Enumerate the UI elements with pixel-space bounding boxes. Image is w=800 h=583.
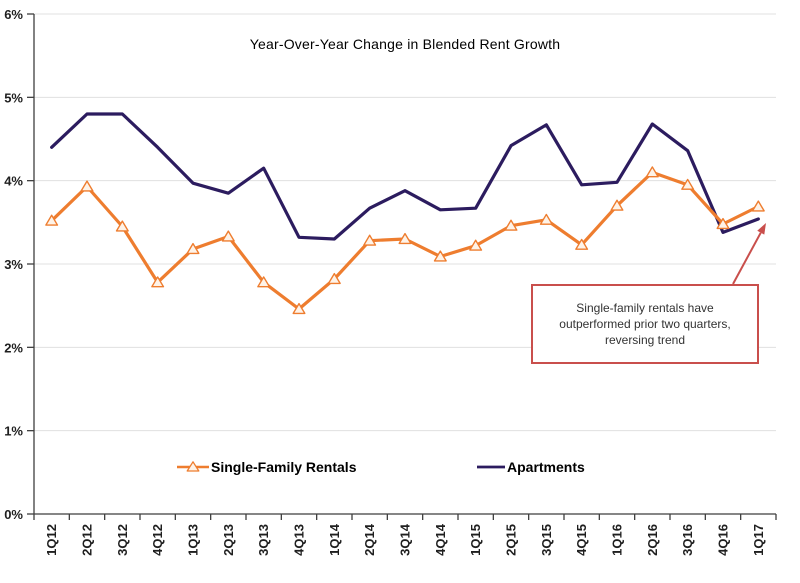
sfr-marker	[80, 180, 94, 192]
y-tick-label: 3%	[4, 257, 23, 272]
sfr-marker	[681, 178, 695, 190]
sfr-marker	[186, 242, 200, 255]
sfr-marker	[433, 250, 447, 262]
x-tick-label: 1Q17	[751, 524, 766, 556]
x-tick-label: 2Q12	[80, 524, 95, 556]
sfr-marker	[716, 217, 730, 230]
x-tick-label: 4Q12	[150, 524, 165, 556]
x-tick-label: 2Q13	[221, 524, 236, 556]
x-tick-label: 3Q15	[539, 524, 554, 556]
sfr-marker	[151, 276, 165, 288]
sfr-marker	[257, 276, 271, 288]
y-tick-label: 4%	[4, 174, 23, 189]
x-tick-label: 1Q15	[468, 524, 483, 556]
legend-label-single-family-rentals: Single-Family Rentals	[211, 459, 357, 475]
apartments-line	[50, 112, 760, 241]
x-tick-label: 3Q13	[256, 524, 271, 556]
single-family-line-marker-icon	[177, 461, 209, 472]
x-tick-label: 1Q16	[610, 524, 625, 556]
chart-title: Year-Over-Year Change in Blended Rent Gr…	[249, 36, 561, 52]
sfr-marker	[575, 238, 589, 250]
apartments-line-icon	[477, 465, 505, 469]
sfr-marker	[610, 199, 624, 211]
x-tick-label: 4Q15	[574, 524, 589, 556]
annotation-callout-box: Single-family rentals have outperformed …	[531, 284, 759, 364]
sfr-marker	[504, 219, 518, 231]
sfr-marker	[751, 200, 765, 212]
sfr-marker	[327, 272, 341, 285]
annotation-text: Single-family rentals have outperformed …	[559, 300, 731, 348]
sfr-marker	[292, 302, 306, 315]
x-tick-label: 1Q12	[44, 524, 59, 556]
x-tick-label: 4Q16	[716, 524, 731, 556]
y-tick-label: 1%	[4, 424, 23, 439]
x-tick-label: 4Q13	[292, 524, 307, 556]
x-tick-label: 3Q16	[680, 524, 695, 556]
y-tick-label: 6%	[4, 7, 23, 22]
annotation-arrow-line	[732, 232, 762, 285]
legend-label-apartments: Apartments	[507, 459, 585, 475]
sfr-marker	[221, 230, 235, 242]
y-tick-label: 2%	[4, 340, 23, 355]
x-tick-label: 2Q16	[645, 524, 660, 556]
y-tick-label: 0%	[4, 507, 23, 522]
legend-item-apartments: Apartments	[476, 459, 585, 475]
x-tick-label: 4Q14	[433, 523, 448, 556]
x-tick-label: 3Q12	[115, 524, 130, 556]
annotation-arrowhead-icon	[757, 223, 766, 235]
sfr-marker	[363, 234, 377, 246]
sfr-marker	[115, 220, 129, 232]
x-tick-label: 2Q14	[362, 523, 377, 556]
sfr-marker	[45, 214, 59, 226]
x-tick-label: 2Q15	[504, 524, 519, 556]
x-tick-label: 1Q13	[186, 524, 201, 556]
sfr-marker	[645, 166, 659, 178]
y-tick-label: 5%	[4, 90, 23, 105]
legend-item-single-family-rentals: Single-Family Rentals	[176, 459, 356, 475]
x-tick-label: 3Q14	[398, 523, 413, 556]
x-tick-label: 1Q14	[327, 523, 342, 556]
sfr-marker	[398, 232, 412, 245]
sfr-marker	[539, 213, 553, 225]
sfr-marker	[469, 239, 483, 251]
